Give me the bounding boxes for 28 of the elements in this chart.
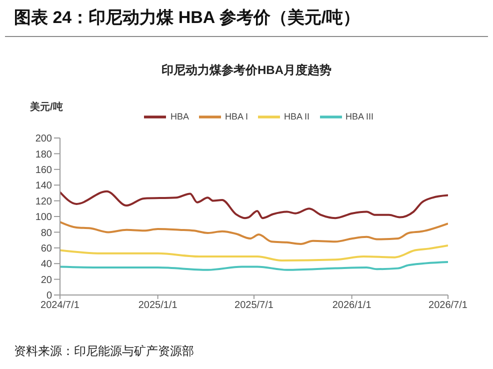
y-tick-label: 200 [35,134,52,145]
chart-subtitle: 印尼动力煤参考价HBA月度趋势 [160,62,332,79]
line-series [60,244,448,262]
legend-label: HBA [170,111,189,122]
y-tick-label: 180 [35,149,52,160]
line-series [60,220,448,245]
chart-title: 图表 24：印尼动力煤 HBA 参考价（美元/吨） [14,7,360,29]
y-tick-label: 120 [35,196,52,208]
y-tick-label: 40 [40,259,52,270]
y-tick-label: 140 [35,180,52,192]
y-axis-title: 美元/吨 [30,100,63,114]
y-tick-label: 0 [46,290,52,302]
y-tick-label: 60 [40,243,52,254]
legend-label: HBA I [224,111,248,122]
y-tick-label: 100 [35,212,52,224]
x-tick-label: 2024/7/1 [40,300,80,312]
x-tick-label: 2025/1/1 [138,300,178,312]
y-tick-label: 160 [35,164,52,176]
text: 资料来源：印尼能源与矿产资源部 [14,343,194,360]
x-tick-label: 2026/1/1 [332,300,372,312]
line-series [60,190,448,220]
x-tick-label: 2025/7/1 [234,300,274,312]
y-tick-label: 20 [40,274,52,286]
legend-label: HBA III [346,111,374,122]
line-series [60,261,448,271]
x-tick-label: 2026/7/1 [428,300,468,312]
legend-label: HBA II [284,111,310,122]
y-tick-label: 80 [40,228,52,239]
